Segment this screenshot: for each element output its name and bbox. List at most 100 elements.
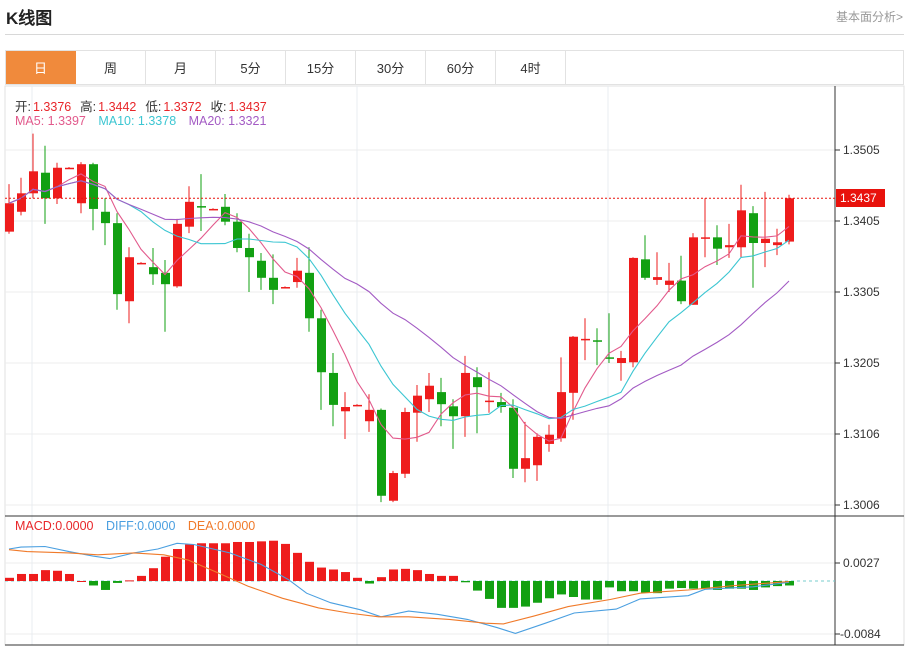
macd-bar <box>353 577 362 581</box>
ma-legend: MA5: 1.3397 MA10: 1.3378 MA20: 1.3321 <box>15 114 268 128</box>
tab-week[interactable]: 周 <box>76 51 146 84</box>
macd-bar <box>605 581 614 588</box>
macd-bar <box>425 573 434 581</box>
price-tick: 1.3205 <box>843 356 880 370</box>
candle-body <box>353 404 362 407</box>
macd-bar <box>377 577 386 581</box>
tab-30min[interactable]: 30分 <box>356 51 426 84</box>
candle-body <box>509 407 518 469</box>
macd-bar <box>437 575 446 581</box>
tab-5min[interactable]: 5分 <box>216 51 286 84</box>
tab-4hour[interactable]: 4时 <box>496 51 566 84</box>
macd-bar <box>713 581 722 590</box>
candle-body <box>269 277 278 290</box>
candle-body <box>221 206 230 222</box>
macd-bar <box>17 573 26 581</box>
high-value: 1.3442 <box>98 100 137 114</box>
price-tick: 1.3505 <box>843 143 880 157</box>
macd-tick: 0.0027 <box>843 556 880 570</box>
candle-body <box>377 409 386 496</box>
candle-body <box>341 407 350 412</box>
ma20-line <box>8 180 790 419</box>
candle-body <box>569 336 578 393</box>
tab-day[interactable]: 日 <box>6 51 76 84</box>
macd-value: MACD:0.0000 <box>15 519 94 533</box>
candle-body <box>497 402 506 408</box>
candle-body <box>449 406 458 417</box>
tab-month[interactable]: 月 <box>146 51 216 84</box>
candle-body <box>209 208 218 211</box>
macd-bar <box>389 569 398 581</box>
macd-bar <box>617 581 626 592</box>
fundamental-analysis-link[interactable]: 基本面分析> <box>835 10 903 24</box>
macd-bar <box>89 581 98 586</box>
ma10-line <box>8 180 790 421</box>
candle-body <box>545 434 554 444</box>
macd-bar <box>221 543 230 581</box>
macd-bar <box>293 552 302 581</box>
candle-body <box>137 262 146 265</box>
macd-bar <box>761 581 770 588</box>
tab-60min[interactable]: 60分 <box>426 51 496 84</box>
candle-body <box>101 211 110 224</box>
candle-body <box>485 400 494 403</box>
candle-body <box>65 167 74 170</box>
chart-frame <box>4 85 905 646</box>
candle-body <box>665 280 674 285</box>
candle-body <box>113 223 122 295</box>
macd-bar <box>629 581 638 592</box>
candle-body <box>773 242 782 246</box>
candle-body <box>437 392 446 405</box>
candle-body <box>389 473 398 501</box>
candle-body <box>785 198 794 242</box>
candle-body <box>473 377 482 388</box>
macd-bar <box>557 581 566 595</box>
candle-body <box>593 340 602 342</box>
macd-bar <box>149 568 158 581</box>
macd-bar <box>5 577 14 581</box>
candle-body <box>701 237 710 239</box>
candle-body <box>641 259 650 278</box>
candle-body <box>281 287 290 289</box>
open-value: 1.3376 <box>32 100 72 114</box>
candle-body <box>185 201 194 227</box>
tab-15min[interactable]: 15分 <box>286 51 356 84</box>
price-tick: 1.3006 <box>843 498 880 512</box>
macd-bar <box>77 581 86 582</box>
macd-bar <box>161 556 170 581</box>
price-tick: 1.3305 <box>843 285 880 299</box>
candle-body <box>365 409 374 422</box>
dea-value: DEA:0.0000 <box>187 519 256 533</box>
macd-bar <box>185 544 194 581</box>
candle-body <box>245 247 254 258</box>
macd-bar <box>785 581 794 586</box>
macd-bar <box>449 575 458 581</box>
page-title: K线图 <box>6 9 53 28</box>
candle-body <box>761 238 770 244</box>
diff-line <box>8 542 790 634</box>
macd-bar <box>581 581 590 600</box>
ma5-line <box>8 173 790 442</box>
period-tabs: 日 周 月 5分 15分 30分 60分 4时 <box>5 50 904 85</box>
macd-tick: -0.0084 <box>840 627 881 641</box>
macd-bar <box>509 581 518 608</box>
candle-body <box>257 260 266 278</box>
candle-body <box>233 221 242 248</box>
dea-line <box>8 549 790 625</box>
macd-bar <box>545 581 554 599</box>
macd-bar <box>341 572 350 581</box>
candle-body <box>629 257 638 363</box>
candle-body <box>653 277 662 280</box>
macd-bar <box>41 570 50 581</box>
price-tick: 1.3405 <box>843 214 880 228</box>
macd-bar <box>329 569 338 581</box>
macd-bar <box>473 581 482 591</box>
candle-body <box>173 223 182 287</box>
macd-bar <box>197 543 206 581</box>
candle-body <box>413 395 422 413</box>
macd-bar <box>53 570 62 581</box>
candle-body <box>617 358 626 363</box>
macd-bar <box>701 581 710 589</box>
macd-bar <box>65 573 74 581</box>
